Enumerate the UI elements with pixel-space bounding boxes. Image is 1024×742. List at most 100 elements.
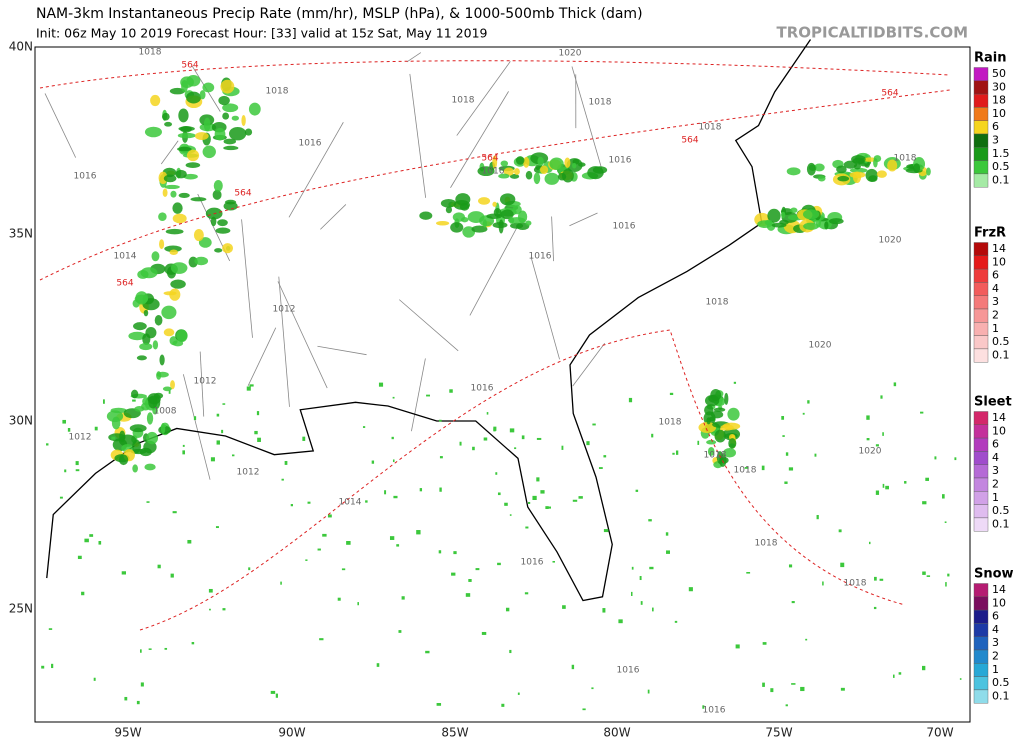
precip (866, 438, 870, 441)
precip (170, 380, 175, 390)
isobar-label: 1020 (809, 341, 832, 351)
precip (926, 575, 931, 577)
precip (571, 664, 575, 670)
precip (162, 112, 170, 121)
state-border (551, 216, 554, 262)
legend-level: 6 (992, 610, 999, 623)
precip (170, 279, 186, 289)
brand: TROPICALTIDBITS.COM (777, 24, 969, 42)
precip (505, 607, 510, 612)
precip (873, 606, 877, 610)
precip (222, 103, 239, 113)
precip (132, 464, 138, 473)
precip (493, 426, 497, 431)
precip (221, 429, 224, 434)
precip (451, 572, 456, 576)
precip (770, 688, 774, 693)
map-frame (34, 46, 971, 723)
precip (146, 501, 150, 503)
legend-level: 4 (992, 623, 999, 636)
precip (492, 201, 497, 207)
precip (492, 222, 508, 229)
lon-label: 70W (926, 726, 953, 740)
precip (161, 305, 177, 320)
precip (873, 158, 878, 168)
precip (215, 526, 219, 529)
legend-swatch (973, 295, 989, 310)
precip (495, 472, 498, 475)
legend-title: FrzR (974, 226, 1006, 241)
precip (378, 382, 384, 387)
precip (481, 631, 487, 635)
precip (146, 431, 159, 445)
state-border (277, 281, 328, 389)
precip (132, 299, 140, 308)
precip (231, 454, 235, 457)
precip (472, 446, 475, 451)
precip (210, 457, 215, 462)
precip (887, 159, 898, 172)
precip (136, 700, 140, 705)
precip (728, 438, 737, 449)
legend-level: 14 (992, 583, 1006, 596)
precip (194, 256, 209, 266)
precip (182, 444, 185, 447)
precip (190, 197, 207, 202)
precip (508, 216, 515, 224)
state-border (572, 342, 606, 387)
precip (782, 435, 785, 437)
precip (697, 440, 700, 445)
legend-swatch (973, 623, 989, 637)
legend-swatch (973, 348, 989, 363)
state-border (450, 91, 509, 188)
precip (169, 249, 178, 255)
precip (64, 469, 67, 473)
precip (163, 174, 177, 183)
precip (208, 588, 213, 593)
precip (110, 407, 127, 414)
state-border (406, 52, 422, 63)
precip (341, 568, 346, 571)
precip (213, 179, 223, 192)
precip (665, 532, 669, 536)
precip (674, 620, 678, 623)
legend-level: 10 (992, 596, 1006, 609)
precip (733, 381, 737, 384)
precip (803, 222, 819, 230)
precip (67, 428, 71, 432)
precip (178, 108, 189, 123)
precip (893, 382, 897, 387)
precip (562, 605, 566, 609)
isobar-label: 1016 (613, 222, 636, 232)
thickness-label: 564 (481, 154, 498, 164)
precip (453, 551, 457, 555)
precip (500, 160, 509, 167)
precip (290, 504, 293, 507)
precip (389, 536, 395, 540)
precip (229, 126, 247, 141)
precip (628, 397, 633, 403)
thickness-label: 564 (181, 61, 198, 71)
legend-swatch (973, 596, 989, 611)
precip (785, 704, 788, 707)
legend-level: 2 (992, 309, 999, 322)
precip (509, 174, 520, 179)
precip (164, 121, 173, 127)
precip (305, 559, 308, 561)
precip (525, 220, 532, 226)
isobar-label: 1016 (74, 172, 97, 182)
precip (688, 587, 693, 592)
precip (177, 146, 192, 152)
legend-level: 0.1 (992, 348, 1010, 361)
precip (735, 644, 740, 649)
precip (284, 461, 288, 465)
state-border (320, 204, 347, 230)
precip (168, 390, 171, 394)
legend-swatch (973, 147, 989, 161)
precip (874, 576, 877, 581)
legend-level: 18 (992, 94, 1006, 107)
isobar-label: 1012 (69, 433, 92, 443)
precip (497, 562, 501, 566)
precip (947, 573, 950, 577)
precip (425, 650, 430, 654)
